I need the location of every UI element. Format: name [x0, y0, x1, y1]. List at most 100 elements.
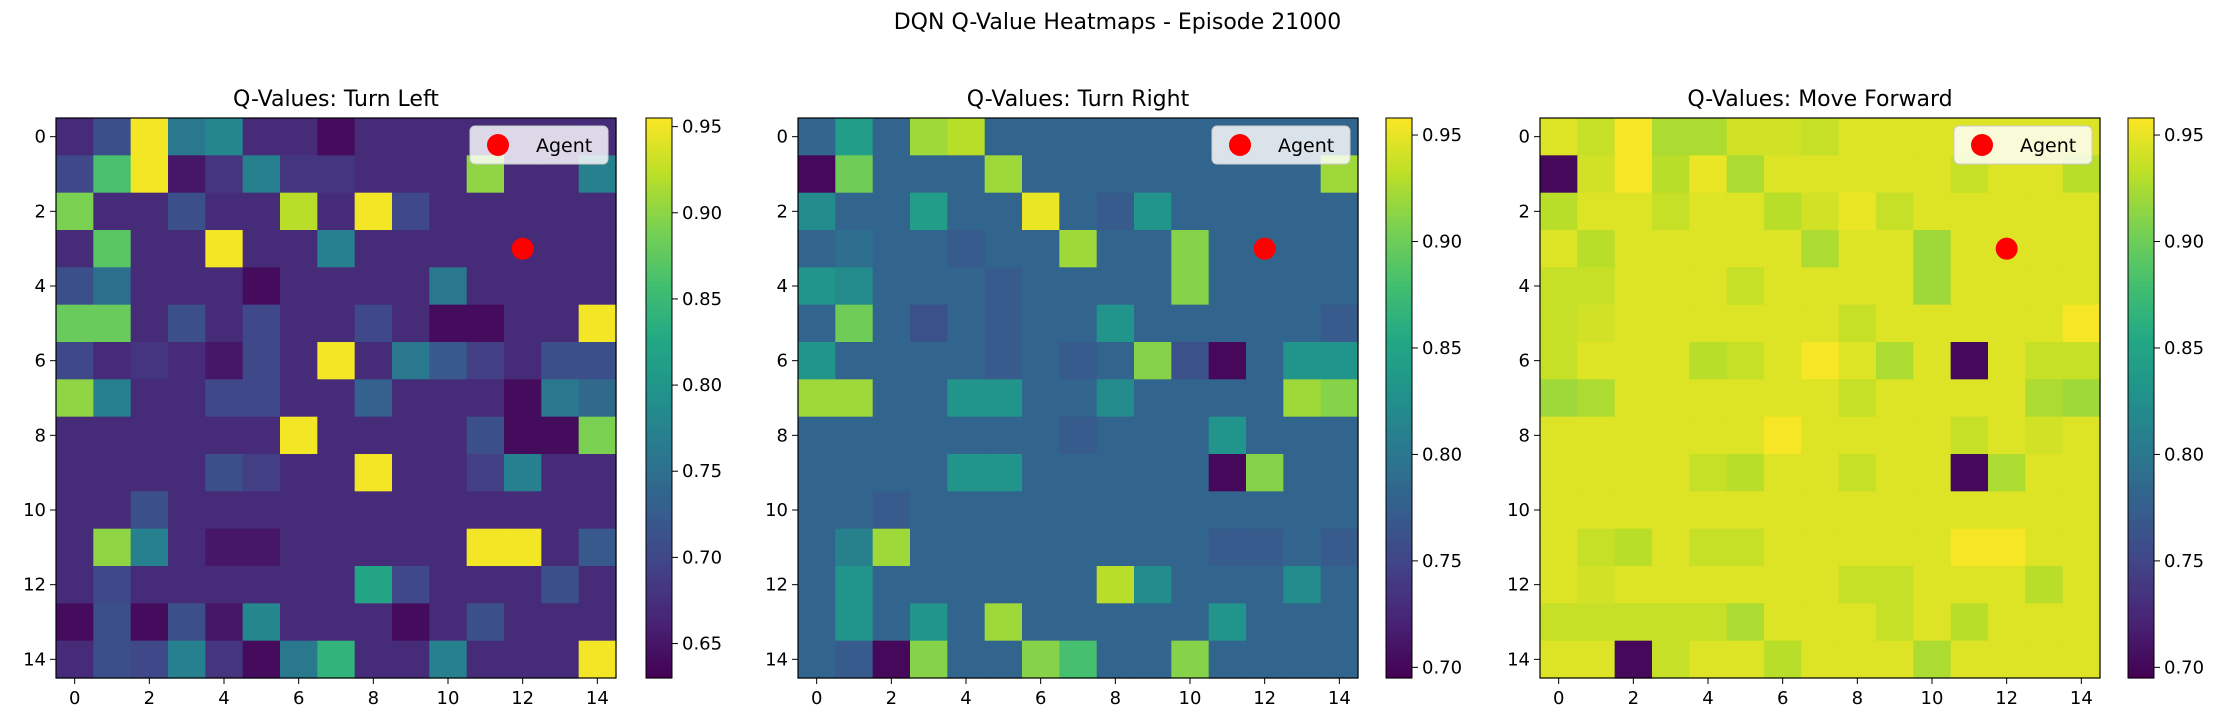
- colorbar-segment: [1386, 454, 1412, 460]
- heatmap-cell: [1320, 192, 1359, 231]
- colorbar-segment: [2128, 468, 2154, 474]
- colorbar-segment: [646, 197, 672, 203]
- heatmap-cell: [168, 304, 206, 343]
- colorbar-segment: [2128, 342, 2154, 348]
- heatmap-cell: [354, 192, 393, 231]
- y-tick-label: 12: [765, 575, 788, 596]
- heatmap-cell: [1022, 342, 1060, 380]
- heatmap-cell: [242, 379, 281, 418]
- heatmap-cell: [1689, 118, 1728, 156]
- heatmap-cell: [1801, 416, 1840, 455]
- colorbar-segment: [2128, 118, 2154, 124]
- heatmap-cell: [1950, 304, 1989, 343]
- heatmap-cell: [872, 230, 911, 268]
- colorbar-segment: [2128, 519, 2154, 525]
- heatmap-cell: [798, 230, 836, 268]
- heatmap-cell: [93, 566, 132, 604]
- heatmap-cell: [1913, 454, 1952, 492]
- heatmap-panel-1: Q-Values: Turn Left 0 2 4 6 8 10 12 14 0 2 4 6 8 10 12 1…: [23, 87, 722, 709]
- heatmap-cell: [354, 528, 393, 567]
- colorbar-segment: [646, 272, 672, 278]
- colorbar-segment: [2128, 514, 2154, 520]
- heatmap-cell: [2025, 342, 2064, 380]
- heatmap-cell: [1208, 416, 1247, 455]
- colorbar-segment: [2128, 435, 2154, 441]
- heatmap-cell: [872, 454, 911, 492]
- heatmap-cell: [392, 640, 430, 679]
- heatmap-cell: [429, 155, 468, 194]
- heatmap-cell: [130, 416, 169, 455]
- heatmap-cell: [872, 267, 911, 306]
- heatmap-cell: [1614, 491, 1653, 530]
- colorbar-segment: [1386, 258, 1412, 264]
- colorbar-segment: [1386, 472, 1412, 478]
- heatmap-cell: [168, 416, 206, 455]
- heatmap-cell: [130, 454, 169, 492]
- x-tick-label: 10: [1179, 688, 1202, 709]
- colorbar-segment: [2128, 197, 2154, 203]
- colorbar-segment: [2128, 598, 2154, 604]
- colorbar-segment: [646, 188, 672, 194]
- heatmap-cell: [1320, 379, 1359, 418]
- heatmap-cell: [1913, 640, 1952, 679]
- colorbar-segment: [1386, 225, 1412, 231]
- colorbar-segment: [1386, 640, 1412, 646]
- colorbar-segment: [1386, 206, 1412, 212]
- colorbar-segment: [2128, 631, 2154, 637]
- heatmap-cell: [168, 267, 206, 306]
- colorbar-segment: [1386, 664, 1412, 670]
- heatmap-cell: [466, 603, 505, 642]
- colorbar-segment: [1386, 584, 1412, 590]
- colorbar-segment: [2128, 188, 2154, 194]
- heatmap-cell: [872, 603, 911, 642]
- x-tick-label: 8: [1110, 688, 1121, 709]
- heatmap-cell: [93, 491, 132, 530]
- heatmap-cell: [984, 491, 1023, 530]
- colorbar-segment: [646, 122, 672, 128]
- x-tick-label: 12: [1253, 688, 1276, 709]
- heatmap-cell: [242, 416, 281, 455]
- heatmap-cell: [1246, 304, 1284, 343]
- heatmap-cell: [1134, 192, 1172, 231]
- heatmap-cell: [1876, 230, 1914, 268]
- colorbar-segment: [646, 561, 672, 567]
- colorbar-segment: [646, 542, 672, 548]
- colorbar-segment: [1386, 654, 1412, 660]
- heatmap-cell: [1096, 416, 1135, 455]
- heatmap-cell: [205, 230, 244, 268]
- colorbar-segment: [2128, 496, 2154, 502]
- colorbar-segment: [2128, 612, 2154, 618]
- heatmap-cell: [947, 454, 986, 492]
- heatmap-cell: [317, 528, 356, 567]
- colorbar-segment: [1386, 370, 1412, 376]
- colorbar-segment: [2128, 206, 2154, 212]
- colorbar-segment: [646, 650, 672, 656]
- colorbar-segment: [646, 127, 672, 133]
- plot-frame: [1539, 117, 2101, 679]
- heatmap-cell: [798, 192, 836, 231]
- heatmap-cell: [93, 230, 132, 268]
- heatmap-cell: [280, 379, 318, 418]
- heatmap-cell: [947, 603, 986, 642]
- heatmap-cell: [578, 640, 617, 679]
- colorbar-tick-label: 0.90: [1422, 231, 1462, 252]
- heatmap-cell: [1913, 118, 1952, 156]
- heatmap-cell: [1614, 603, 1653, 642]
- heatmap-cell: [317, 342, 356, 380]
- heatmap-cell: [1320, 640, 1359, 679]
- heatmap-cell: [1540, 267, 1578, 306]
- heatmap-cell: [205, 566, 244, 604]
- colorbar-segment: [646, 664, 672, 670]
- colorbar-segment: [1386, 286, 1412, 292]
- heatmap-cell: [541, 267, 580, 306]
- heatmap-cell: [354, 379, 393, 418]
- heatmap-cell: [1988, 566, 2026, 604]
- heatmap-cell: [835, 304, 874, 343]
- colorbar-segment: [646, 393, 672, 399]
- heatmap-cell: [205, 118, 244, 156]
- colorbar-segment: [1386, 477, 1412, 483]
- colorbar-segment: [2128, 430, 2154, 436]
- heatmap-cell: [1726, 416, 1765, 455]
- colorbar-segment: [646, 416, 672, 422]
- colorbar-segment: [2128, 127, 2154, 133]
